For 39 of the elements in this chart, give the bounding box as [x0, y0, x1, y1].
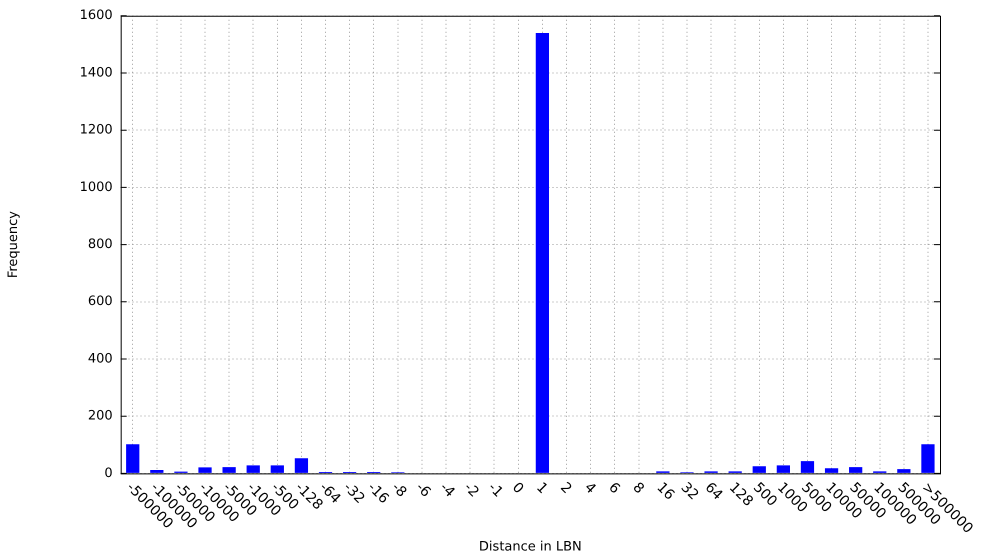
y-tick-label: 600	[88, 294, 113, 310]
bar	[800, 461, 814, 473]
bar	[270, 465, 284, 473]
x-axis-title: Distance in LBN	[478, 540, 582, 555]
bar	[150, 470, 164, 473]
bar	[776, 465, 790, 473]
x-tick-label: 2	[557, 479, 575, 498]
bar	[824, 468, 838, 473]
y-tick-label: 1000	[80, 180, 113, 195]
x-tick-label: 4	[581, 479, 599, 498]
x-tick-label: 64	[702, 479, 726, 504]
x-tick-label: 32	[678, 479, 702, 504]
y-tick-label: 400	[88, 351, 113, 366]
bar	[222, 467, 236, 473]
y-tick-label: 1200	[80, 122, 113, 138]
y-tick-label: 0	[104, 466, 113, 481]
x-tick-label: 6	[605, 479, 623, 498]
x-tick-label: -1	[484, 479, 506, 501]
bar	[752, 466, 766, 473]
x-tick-label: 16	[653, 479, 678, 504]
x-tick-label: 1	[532, 479, 551, 498]
y-tick-label: 1600	[80, 8, 113, 24]
x-tick-label: -2	[460, 479, 482, 501]
x-tick-label: 8	[629, 479, 647, 498]
y-tick-label: 1400	[80, 65, 113, 80]
bar	[294, 458, 308, 473]
bar	[536, 32, 550, 473]
bar	[246, 465, 260, 473]
x-tick-label: -6	[412, 479, 434, 501]
x-tick-label: 0	[508, 479, 527, 498]
x-tick-label: -4	[436, 479, 458, 501]
bar	[126, 444, 140, 473]
bar	[921, 444, 935, 473]
bar	[897, 469, 910, 473]
bar	[198, 467, 212, 473]
bar	[849, 467, 862, 473]
y-tick-label: 800	[88, 236, 113, 252]
y-axis-title: Frequency	[6, 210, 22, 278]
y-tick-label: 200	[88, 408, 113, 424]
